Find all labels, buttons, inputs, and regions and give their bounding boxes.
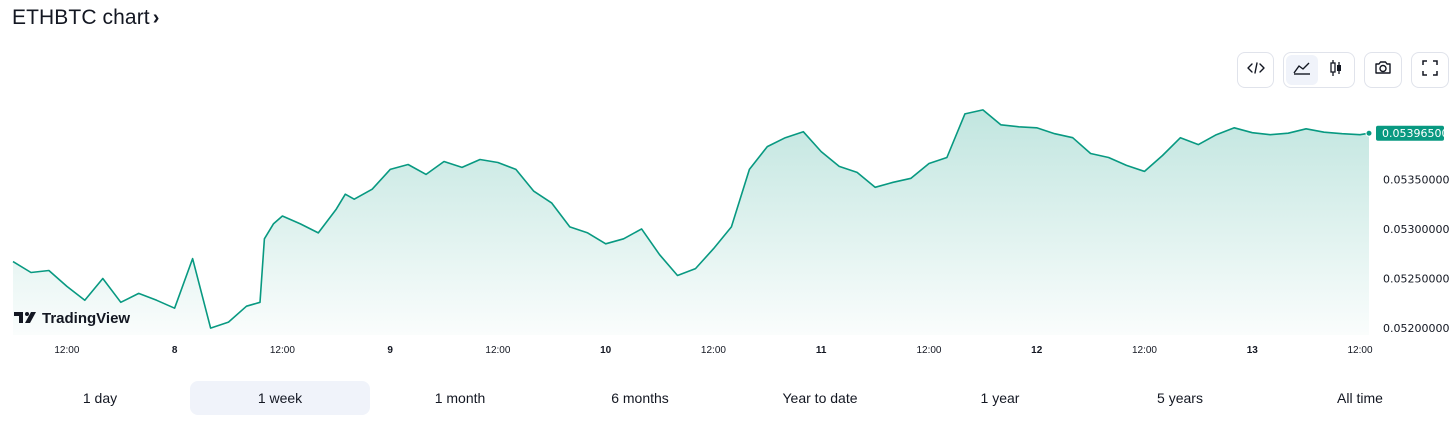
chevron-right-icon: › <box>152 6 160 29</box>
y-tick-label: 0.05350000 <box>1383 173 1449 186</box>
chart-title[interactable]: ETHBTC chart › <box>12 6 160 30</box>
x-tick-label: 12:00 <box>54 345 79 356</box>
candlestick-icon <box>1329 59 1343 82</box>
x-tick-label: 12:00 <box>701 345 726 356</box>
range-button-6-months[interactable]: 6 months <box>611 390 669 406</box>
code-icon <box>1246 61 1265 80</box>
tradingview-logo-icon <box>14 312 36 323</box>
snapshot-button[interactable] <box>1364 52 1402 88</box>
range-selector: 1 day 1 week 1 month 6 months Year to date 1 … <box>10 381 1450 415</box>
x-tick-label: 10 <box>600 345 612 356</box>
last-price-badge: 0.05396500 <box>1376 125 1448 141</box>
x-tick-label: 12 <box>1031 345 1043 356</box>
range-button-5-years[interactable]: 5 years <box>1157 390 1203 406</box>
chart-title-text: ETHBTC chart <box>12 6 150 29</box>
x-tick-label: 12:00 <box>1132 345 1157 356</box>
y-tick-label: 0.05300000 <box>1383 223 1449 236</box>
range-button-all-time[interactable]: All time <box>1337 390 1383 406</box>
price-line <box>12 109 1370 329</box>
y-tick-label: 0.05250000 <box>1383 272 1449 285</box>
candle-style-button[interactable] <box>1320 55 1352 85</box>
price-area-fill <box>13 109 1369 336</box>
x-tick-label: 8 <box>172 345 178 356</box>
fullscreen-icon <box>1422 59 1438 81</box>
area-chart-icon <box>1293 61 1311 80</box>
range-button-1-day[interactable]: 1 day <box>82 390 118 406</box>
fullscreen-button[interactable] <box>1411 52 1449 88</box>
x-tick-label: 12:00 <box>916 345 941 356</box>
x-tick-label: 11 <box>816 345 827 356</box>
x-tick-label: 9 <box>387 345 393 356</box>
embed-button[interactable] <box>1237 52 1274 88</box>
price-chart[interactable]: 0.05350000 0.05300000 0.05250000 0.05200000… <box>0 90 1456 365</box>
range-button-1-year[interactable]: 1 year <box>980 390 1020 406</box>
x-tick-label: 13 <box>1247 345 1259 356</box>
range-button-1-week[interactable]: 1 week <box>190 381 370 415</box>
x-tick-label: 12:00 <box>485 345 510 356</box>
y-tick-label: 0.05200000 <box>1383 322 1449 335</box>
x-tick-label: 12:00 <box>1348 345 1373 356</box>
camera-icon <box>1374 60 1392 80</box>
x-tick-label: 12:00 <box>270 345 295 356</box>
area-style-button[interactable] <box>1286 55 1318 85</box>
last-price-point <box>1365 129 1373 137</box>
range-button-1-month[interactable]: 1 month <box>434 390 486 406</box>
last-price-label: 0.05396500 <box>1382 127 1448 140</box>
watermark-text: TradingView <box>42 310 130 327</box>
range-button-year-to-date[interactable]: Year to date <box>782 390 858 406</box>
tradingview-watermark[interactable]: TradingView <box>14 310 130 327</box>
chart-style-toggle <box>1283 52 1355 88</box>
